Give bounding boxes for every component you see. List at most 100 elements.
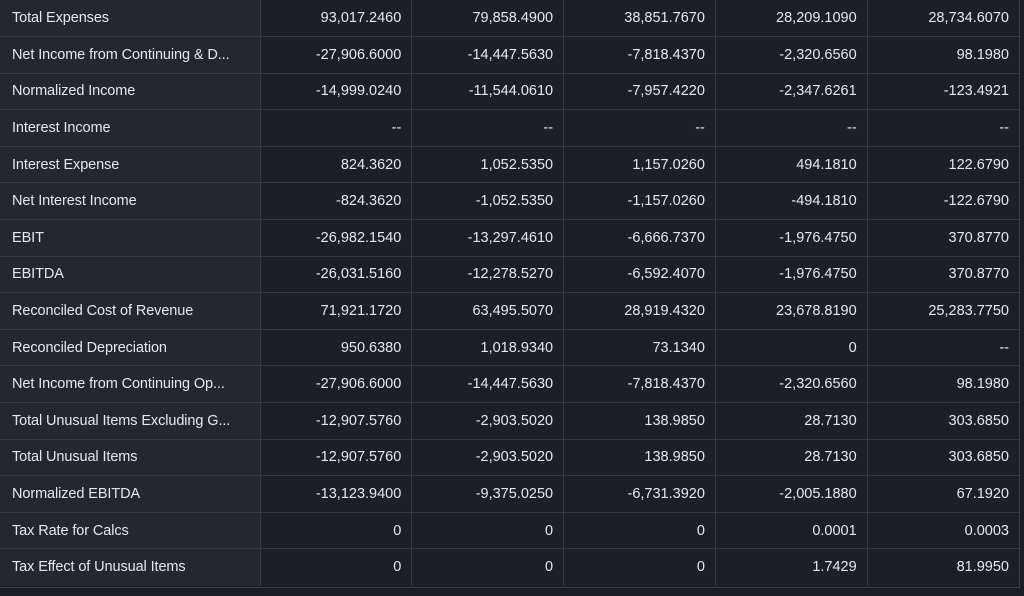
value-cell: -2,320.6560 — [715, 365, 868, 404]
value-cell: 28,209.1090 — [715, 0, 868, 38]
table-row: Interest Expense 824.3620 1,052.5350 1,157.… — [0, 146, 1019, 184]
value-cell: 0 — [563, 512, 716, 550]
value-cell: 122.6790 — [867, 146, 1019, 184]
value-cell: -13,123.9400 — [260, 475, 413, 513]
value-cell: -- — [563, 109, 716, 147]
value-cell: -- — [715, 109, 868, 147]
value-cell: 0 — [563, 548, 716, 586]
value-cell: 25,283.7750 — [867, 292, 1019, 330]
value-cell: 98.1980 — [867, 36, 1019, 74]
table-row: Interest Income -- -- -- -- -- — [0, 109, 1019, 147]
value-cell: 0 — [715, 329, 868, 367]
value-cell: -1,976.4750 — [715, 219, 868, 257]
value-cell: -14,447.5630 — [411, 36, 565, 74]
value-cell: -11,544.0610 — [411, 73, 565, 111]
value-cell: -2,347.6261 — [715, 73, 868, 111]
row-label: Normalized Income — [0, 73, 261, 111]
value-cell: -7,957.4220 — [563, 73, 716, 111]
value-cell: -- — [867, 109, 1019, 147]
value-cell: -- — [867, 329, 1019, 367]
value-cell: -12,907.5760 — [260, 402, 413, 440]
table-row: Tax Effect of Unusual Items 0 0 0 1.7429 81.9… — [0, 548, 1019, 586]
table-row: Normalized EBITDA -13,123.9400 -9,375.0250… — [0, 475, 1019, 513]
table-row: Net Income from Continuing & D... -27,906… — [0, 36, 1019, 74]
value-cell: 950.6380 — [260, 329, 413, 367]
table-row: Total Expenses 93,017.2460 79,858.4900 38,8… — [0, 0, 1019, 38]
row-label: Reconciled Depreciation — [0, 329, 261, 367]
value-cell: 1,052.5350 — [411, 146, 565, 184]
value-cell: 93,017.2460 — [260, 0, 413, 38]
table-row: Reconciled Depreciation 950.6380 1,018.934… — [0, 329, 1019, 367]
table-row: Normalized Income -14,999.0240 -11,544.061… — [0, 73, 1019, 111]
value-cell: -7,818.4370 — [563, 365, 716, 404]
value-cell: 138.9850 — [563, 439, 716, 477]
row-label: Total Unusual Items Excluding G... — [0, 402, 261, 440]
value-cell: -9,375.0250 — [411, 475, 565, 513]
value-cell: -123.4921 — [867, 73, 1019, 111]
value-cell: -1,052.5350 — [411, 182, 565, 221]
value-cell: 824.3620 — [260, 146, 413, 184]
value-cell: -1,976.4750 — [715, 256, 868, 294]
value-cell: -7,818.4370 — [563, 36, 716, 74]
value-cell: -- — [411, 109, 565, 147]
value-cell: 71,921.1720 — [260, 292, 413, 330]
row-label: Interest Expense — [0, 146, 261, 184]
row-label: Net Income from Continuing Op... — [0, 365, 261, 404]
value-cell: -6,731.3920 — [563, 475, 716, 513]
value-cell: 81.9950 — [867, 548, 1019, 586]
value-cell: -494.1810 — [715, 182, 868, 221]
value-cell: -6,592.4070 — [563, 256, 716, 294]
row-label: Normalized EBITDA — [0, 475, 261, 513]
value-cell: 23,678.8190 — [715, 292, 868, 330]
value-cell: -26,031.5160 — [260, 256, 413, 294]
table-row: Net Interest Income -824.3620 -1,052.5350 -… — [0, 182, 1019, 221]
row-label: Total Unusual Items — [0, 439, 261, 477]
value-cell: 138.9850 — [563, 402, 716, 440]
value-cell: 370.8770 — [867, 219, 1019, 257]
value-cell: 79,858.4900 — [411, 0, 565, 38]
value-cell: -14,999.0240 — [260, 73, 413, 111]
value-cell: -13,297.4610 — [411, 219, 565, 257]
financials-table: Total Expenses 93,017.2460 79,858.4900 38,8… — [0, 0, 1019, 586]
value-cell: 0 — [411, 548, 565, 586]
value-cell: -6,666.7370 — [563, 219, 716, 257]
row-label: Interest Income — [0, 109, 261, 147]
value-cell: -2,903.5020 — [411, 439, 565, 477]
value-cell: -26,982.1540 — [260, 219, 413, 257]
table-row: EBIT -26,982.1540 -13,297.4610 -6,666.7370-… — [0, 219, 1019, 257]
value-cell: 73.1340 — [563, 329, 716, 367]
row-label: Net Interest Income — [0, 182, 261, 221]
value-cell: 303.6850 — [867, 439, 1019, 477]
value-cell: -2,903.5020 — [411, 402, 565, 440]
row-label: EBITDA — [0, 256, 261, 294]
row-label: Tax Effect of Unusual Items — [0, 548, 261, 586]
value-cell: 0 — [260, 512, 413, 550]
value-cell: -2,005.1880 — [715, 475, 868, 513]
table-row: Total Unusual Items Excluding G... -12,90… — [0, 402, 1019, 440]
value-cell: -27,906.6000 — [260, 36, 413, 74]
value-cell: 303.6850 — [867, 402, 1019, 440]
value-cell: -14,447.5630 — [411, 365, 565, 404]
table-row: Tax Rate for Calcs 0 0 0 0.0001 0.0003 — [0, 512, 1019, 550]
value-cell: -824.3620 — [260, 182, 413, 221]
value-cell: 1.7429 — [715, 548, 868, 586]
row-label: Net Income from Continuing & D... — [0, 36, 261, 74]
value-cell: 1,018.9340 — [411, 329, 565, 367]
value-cell: 63,495.5070 — [411, 292, 565, 330]
row-label: Total Expenses — [0, 0, 261, 38]
value-cell: 370.8770 — [867, 256, 1019, 294]
value-cell: 28,919.4320 — [563, 292, 716, 330]
table-row: EBITDA -26,031.5160 -12,278.5270 -6,592.407… — [0, 256, 1019, 294]
value-cell: -27,906.6000 — [260, 365, 413, 404]
value-cell: 28.7130 — [715, 439, 868, 477]
financials-table-body: Total Expenses 93,017.2460 79,858.4900 38,8… — [0, 0, 1019, 586]
value-cell: -- — [260, 109, 413, 147]
value-cell: 28.7130 — [715, 402, 868, 440]
row-label: Reconciled Cost of Revenue — [0, 292, 261, 330]
value-cell: -2,320.6560 — [715, 36, 868, 74]
table-row: Net Income from Continuing Op... -27,906.… — [0, 365, 1019, 404]
value-cell: -12,907.5760 — [260, 439, 413, 477]
value-cell: 0.0003 — [867, 512, 1019, 550]
value-cell: 67.1920 — [867, 475, 1019, 513]
